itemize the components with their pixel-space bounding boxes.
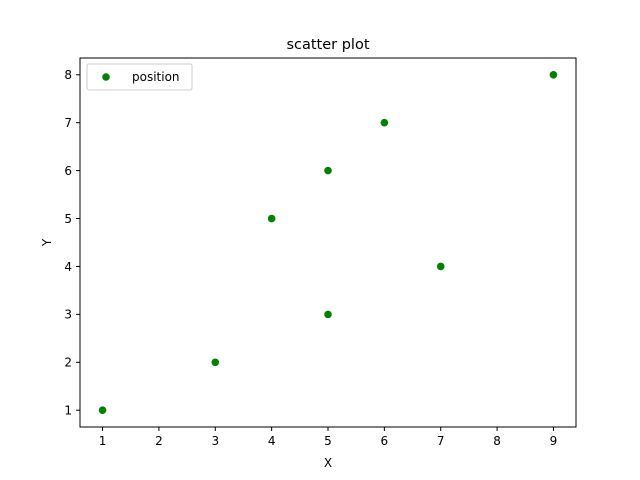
y-tick-label: 5 [64,212,72,226]
data-point [380,118,389,127]
data-point [211,358,220,367]
data-point [324,310,332,319]
legend-box [86,63,193,91]
x-tick-label: 9 [550,434,558,448]
legend-label-position: position [132,70,180,84]
data-point [549,70,558,79]
chart-title: scatter plot [286,37,369,53]
x-axis-title: X [324,456,332,470]
y-tick-label: 1 [64,404,72,418]
x-tick-label: 2 [155,434,163,448]
data-points [98,70,558,415]
x-axis: 1 2 3 4 5 6 7 8 9 [99,427,558,448]
data-point [98,406,107,415]
x-tick-label: 1 [99,434,107,448]
y-tick-label: 2 [64,356,72,370]
x-tick-label: 4 [268,434,276,448]
y-tick-label: 4 [64,260,72,274]
x-tick-label: 6 [381,434,389,448]
x-tick-label: 5 [324,434,332,448]
data-point [436,262,445,271]
data-point [267,214,276,223]
legend: position [86,63,193,91]
y-tick-label: 6 [64,164,72,178]
y-tick-label: 3 [64,308,72,322]
y-axis: 1 2 3 4 5 6 7 8 [64,68,80,418]
x-tick-label: 8 [493,434,501,448]
y-tick-label: 8 [64,68,72,82]
y-tick-label: 7 [64,116,72,130]
x-tick-label: 3 [211,434,219,448]
x-tick-label: 7 [437,434,445,448]
data-point [324,166,332,175]
y-axis-title: Y [40,238,54,247]
legend-marker-position [102,73,110,81]
